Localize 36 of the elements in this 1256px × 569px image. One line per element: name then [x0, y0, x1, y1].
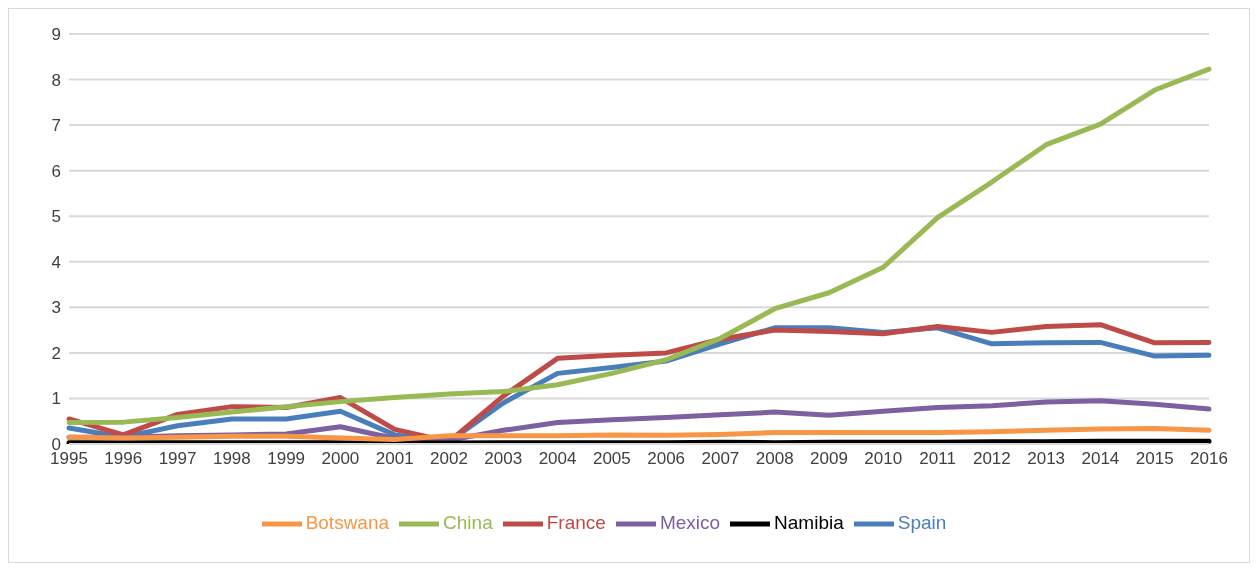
- x-tick-label: 1999: [267, 449, 306, 469]
- x-tick-label: 2014: [1081, 449, 1120, 469]
- legend-label: Mexico: [659, 512, 721, 534]
- x-tick-label: 1997: [158, 449, 197, 469]
- legend-label: Botswana: [305, 512, 390, 534]
- x-tick-label: 2016: [1190, 449, 1228, 469]
- x-tick-label: 2011: [919, 449, 956, 469]
- x-tick-label: 2004: [538, 449, 577, 469]
- x-tick-label: 2002: [430, 449, 468, 469]
- x-tick-label: 2000: [321, 449, 360, 469]
- x-tick-label: 2003: [484, 449, 523, 469]
- x-tick-label: 1998: [212, 449, 251, 469]
- y-tick-label: 5: [51, 207, 61, 227]
- x-tick-label: 2009: [810, 449, 848, 469]
- y-tick-label: 3: [51, 298, 61, 318]
- x-tick-label: 2012: [972, 449, 1011, 469]
- legend-label: Namibia: [774, 512, 844, 534]
- y-tick-label: 7: [51, 116, 61, 136]
- y-tick-label: 6: [51, 161, 61, 181]
- y-tick-label: 1: [51, 389, 61, 409]
- x-tick-label: 2007: [701, 449, 740, 469]
- x-tick-label: 2010: [864, 449, 903, 469]
- x-tick-label: 2008: [755, 449, 794, 469]
- x-tick-label: 2001: [375, 449, 414, 469]
- x-tick-label: 2015: [1135, 449, 1174, 469]
- x-tick-label: 2013: [1027, 449, 1066, 469]
- x-tick-label: 2005: [592, 449, 631, 469]
- y-tick-label: 4: [51, 252, 61, 272]
- legend-label: France: [546, 512, 606, 534]
- y-tick-label: 2: [51, 343, 61, 363]
- y-tick-label: 8: [51, 70, 61, 90]
- y-tick-label: 9: [51, 25, 61, 45]
- legend-label: Spain: [897, 512, 947, 534]
- x-tick-label: 2006: [647, 449, 686, 469]
- x-tick-label: 1996: [104, 449, 143, 469]
- legend-label: China: [443, 512, 493, 534]
